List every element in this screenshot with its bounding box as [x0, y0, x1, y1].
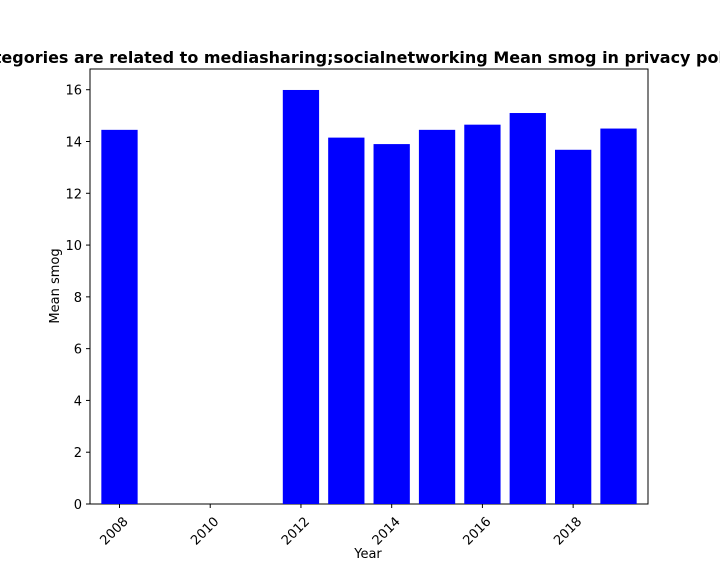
y-tick-label-16: 16 [65, 84, 82, 99]
bar-2018 [555, 149, 592, 505]
bar-2014 [373, 144, 410, 504]
chart-title: Categories are related to mediasharing;s… [0, 48, 720, 67]
bar-2013 [328, 137, 365, 504]
y-tick-label-2: 2 [74, 446, 82, 461]
y-tick-label-0: 0 [74, 498, 82, 513]
bar-2017 [509, 113, 546, 505]
y-tick-label-6: 6 [74, 343, 82, 358]
y-tick-label-10: 10 [65, 239, 82, 254]
y-axis-ticks: 0 2 4 6 8 10 12 14 16 [65, 84, 90, 513]
x-axis-label: Year [353, 547, 382, 562]
plot-area-frame [89, 68, 649, 505]
bar-2016 [464, 124, 501, 504]
bars-group [101, 89, 637, 505]
bar-2008 [101, 129, 138, 505]
y-tick-label-4: 4 [74, 394, 82, 409]
y-tick-label-8: 8 [74, 291, 82, 306]
bar-2015 [418, 129, 456, 505]
bar-2019 [600, 128, 637, 504]
y-tick-label-12: 12 [65, 187, 82, 202]
y-axis-label: Mean smog [48, 248, 63, 323]
bar-2012 [282, 89, 320, 505]
y-tick-label-14: 14 [65, 136, 82, 151]
